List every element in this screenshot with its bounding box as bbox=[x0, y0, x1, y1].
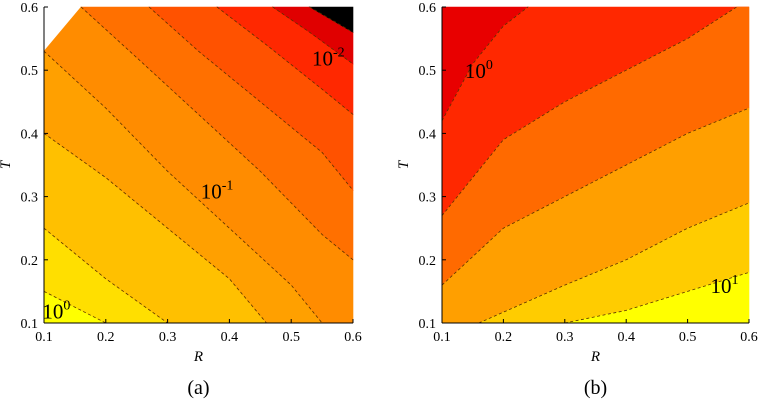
x-tick-label: 0.2 bbox=[495, 330, 513, 345]
contour-label: 101 bbox=[710, 273, 738, 298]
x-tick-label: 0.4 bbox=[221, 330, 239, 345]
contour-line bbox=[43, 50, 323, 324]
y-tick-label: 0.2 bbox=[21, 254, 39, 269]
panel-b: 0.1 0.2 0.3 0.4 0.5 0.6 0.1 0.2 0.3 0.4 0.5 0.6 R T 10… bbox=[396, 1, 758, 399]
y-tick-label: 0.6 bbox=[419, 1, 437, 16]
contour-line bbox=[148, 6, 354, 191]
x-tick-label: 0.3 bbox=[159, 330, 177, 345]
contour-line bbox=[272, 6, 354, 65]
x-tick-label: 0.5 bbox=[679, 330, 697, 345]
x-tick-label: 0.6 bbox=[344, 330, 362, 345]
panel-a: 0.1 0.2 0.3 0.4 0.5 0.6 0.1 0.2 0.3 0.4 0.5 0.6 R T 10… bbox=[0, 1, 362, 399]
contour-line bbox=[43, 227, 168, 324]
y-axis-label: T bbox=[0, 159, 14, 169]
y-tick-label: 0.6 bbox=[21, 1, 39, 16]
y-tick-label: 0.5 bbox=[419, 64, 437, 79]
x-tick-label: 0.3 bbox=[556, 330, 574, 345]
panel-caption: (b) bbox=[584, 377, 607, 399]
contour-line bbox=[441, 6, 737, 216]
contour-line bbox=[441, 6, 529, 121]
contour-line bbox=[80, 6, 354, 261]
contour-line bbox=[43, 133, 267, 324]
contour-region bbox=[308, 6, 354, 33]
y-tick-label: 0.3 bbox=[21, 191, 39, 206]
x-tick-label: 0.5 bbox=[282, 330, 300, 345]
x-tick-label: 0.6 bbox=[740, 330, 758, 345]
y-tick-label: 0.1 bbox=[21, 317, 39, 332]
contour-line bbox=[478, 202, 750, 324]
y-tick-label: 0.1 bbox=[419, 317, 437, 332]
x-tick-label: 0.4 bbox=[617, 330, 635, 345]
contour-label: 100 bbox=[465, 58, 493, 83]
contour-label: 10-1 bbox=[201, 178, 234, 203]
y-tick-label: 0.3 bbox=[419, 191, 437, 206]
x-axis-label: R bbox=[193, 349, 203, 365]
x-tick-label: 0.1 bbox=[433, 330, 451, 345]
y-tick-label: 0.5 bbox=[21, 64, 39, 79]
contour-label: 100 bbox=[42, 298, 70, 323]
contour-line bbox=[309, 6, 354, 33]
x-axis-label: R bbox=[590, 349, 600, 365]
y-axis-label: T bbox=[396, 159, 412, 169]
x-tick-label: 0.1 bbox=[35, 330, 53, 345]
panel-caption: (a) bbox=[187, 377, 209, 399]
x-tick-label: 0.2 bbox=[97, 330, 115, 345]
y-tick-label: 0.4 bbox=[21, 127, 39, 142]
contour-label: 10-2 bbox=[312, 46, 345, 71]
y-tick-label: 0.4 bbox=[419, 127, 437, 142]
contour-line bbox=[564, 272, 750, 324]
contour-line bbox=[441, 107, 750, 286]
contour-line bbox=[43, 291, 106, 324]
y-tick-label: 0.2 bbox=[419, 254, 437, 269]
